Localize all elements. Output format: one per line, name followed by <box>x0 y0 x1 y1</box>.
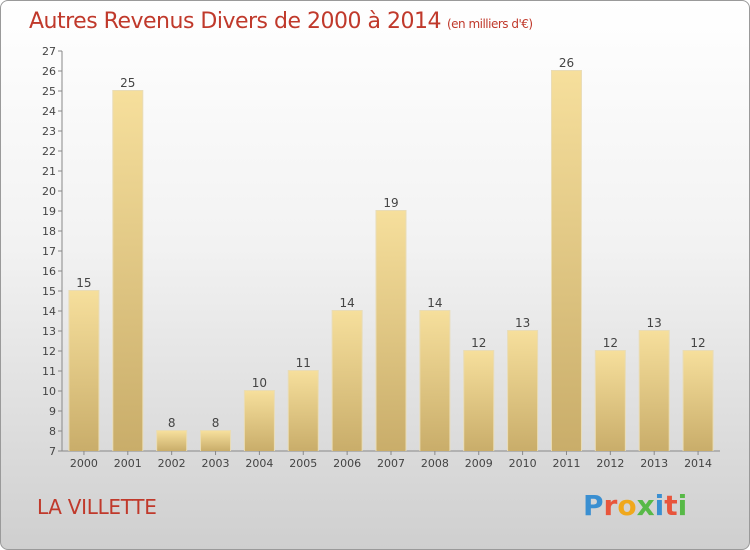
logo-letter: x <box>636 489 655 522</box>
bar-value-label: 12 <box>690 336 705 350</box>
x-tick-label: 2010 <box>509 457 537 470</box>
bar <box>420 311 450 451</box>
bar <box>288 371 318 451</box>
logo-letter: P <box>583 489 604 522</box>
y-tick-label: 23 <box>42 125 56 138</box>
bar-value-label: 25 <box>120 76 135 90</box>
y-tick-label: 20 <box>42 185 56 198</box>
y-tick-label: 24 <box>42 105 56 118</box>
bars <box>68 70 714 451</box>
bar <box>244 391 274 451</box>
x-tick-label: 2007 <box>377 457 405 470</box>
bar-value-label: 8 <box>168 416 176 430</box>
bar <box>376 211 406 451</box>
bar-value-label: 13 <box>515 316 530 330</box>
logo-letter: i <box>654 489 665 522</box>
logo-letter: o <box>617 489 637 522</box>
y-tick-label: 17 <box>42 245 56 258</box>
bar <box>157 431 187 451</box>
axes: 7 8 9 10 11 12 13 14 15 16 17 18 19 20 21 22 23 24 25 26 27 2… <box>42 45 720 470</box>
y-tick-label: 12 <box>42 345 56 358</box>
y-tick-label: 13 <box>42 325 56 338</box>
y-tick-label: 27 <box>42 45 56 58</box>
x-tick-label: 2002 <box>158 457 186 470</box>
bar <box>508 331 538 451</box>
bar <box>464 351 494 451</box>
proxiti-logo: Proxiti <box>583 489 687 522</box>
chart-title-text: Autres Revenus Divers de 2000 à 2014 <box>29 9 441 34</box>
bar-value-label: 26 <box>559 56 574 70</box>
bar <box>595 351 625 451</box>
logo-letter: r <box>603 489 618 522</box>
y-tick-label: 10 <box>42 385 56 398</box>
y-tick-label: 9 <box>49 405 56 418</box>
bar-value-label: 19 <box>383 196 398 210</box>
logo-letter: t <box>664 489 678 522</box>
y-tick-label: 15 <box>42 285 56 298</box>
y-tick-label: 21 <box>42 165 56 178</box>
y-tick-label: 16 <box>42 265 56 278</box>
x-tick-label: 2008 <box>421 457 449 470</box>
y-tick-label: 11 <box>42 365 56 378</box>
y-tick-label: 19 <box>42 205 56 218</box>
bar <box>69 291 99 451</box>
x-tick-label: 2005 <box>289 457 317 470</box>
x-tick-label: 2006 <box>333 457 361 470</box>
bar-value-label: 12 <box>603 336 618 350</box>
y-tick-label: 14 <box>42 305 56 318</box>
x-tick-label: 2014 <box>684 457 712 470</box>
logo-letter: i <box>677 489 688 522</box>
bar <box>551 71 581 451</box>
x-tick-label: 2003 <box>202 457 230 470</box>
bar-value-label: 8 <box>212 416 220 430</box>
x-tick-label: 2000 <box>70 457 98 470</box>
x-tick-label: 2004 <box>245 457 273 470</box>
bar-value-label: 11 <box>296 356 311 370</box>
bar <box>332 311 362 451</box>
x-tick-label: 2012 <box>596 457 624 470</box>
data-labels: 15 25 8 8 10 11 14 19 14 12 13 26 12 13 12 <box>76 56 705 430</box>
bar-value-label: 14 <box>339 296 354 310</box>
x-tick-label: 2011 <box>552 457 580 470</box>
y-tick-label: 18 <box>42 225 56 238</box>
bar-value-label: 15 <box>76 276 91 290</box>
bar <box>201 431 231 451</box>
y-tick-label: 7 <box>49 445 56 458</box>
x-tick-label: 2001 <box>114 457 142 470</box>
chart-unit: (en milliers d'€) <box>446 17 533 31</box>
y-tick-label: 25 <box>42 85 56 98</box>
bar-value-label: 10 <box>252 376 267 390</box>
bar-value-label: 12 <box>471 336 486 350</box>
chart-title: Autres Revenus Divers de 2000 à 2014 (en … <box>29 9 533 34</box>
x-tick-label: 2013 <box>640 457 668 470</box>
bar <box>113 91 143 451</box>
place-name: LA VILLETTE <box>37 495 157 519</box>
y-tick-label: 26 <box>42 65 56 78</box>
bar <box>683 351 713 451</box>
y-tick-label: 22 <box>42 145 56 158</box>
x-tick-label: 2009 <box>465 457 493 470</box>
bar-value-label: 13 <box>647 316 662 330</box>
y-tick-label: 8 <box>49 425 56 438</box>
bar-value-label: 14 <box>427 296 442 310</box>
bar <box>639 331 669 451</box>
